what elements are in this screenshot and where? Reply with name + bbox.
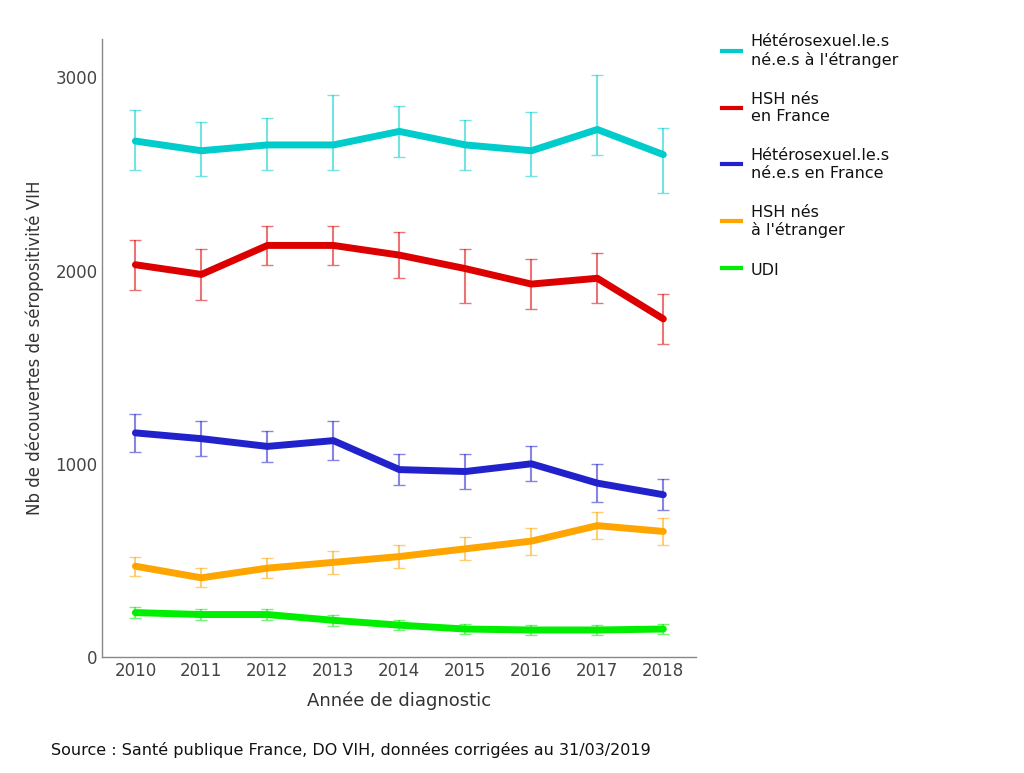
Y-axis label: Nb de découvertes de séropositivité VIH: Nb de découvertes de séropositivité VIH (26, 181, 44, 515)
Text: Source : Santé publique France, DO VIH, données corrigées au 31/03/2019: Source : Santé publique France, DO VIH, … (51, 741, 651, 758)
X-axis label: Année de diagnostic: Année de diagnostic (307, 691, 492, 710)
Legend: Hétérosexuel.le.s
né.e.s à l'étranger, HSH nés
en France, Hétérosexuel.le.s
né.e: Hétérosexuel.le.s né.e.s à l'étranger, H… (722, 34, 898, 278)
